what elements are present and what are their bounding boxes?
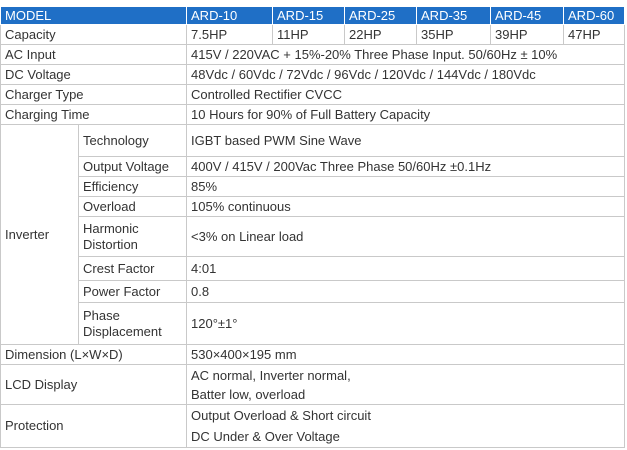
table-row: Phase Displacement 120°±1° (1, 302, 626, 345)
capacity-value: 7.5HP (186, 24, 274, 45)
table-row: Capacity 7.5HP 11HP 22HP 35HP 39HP 47HP (0, 24, 626, 45)
row-value: 85% (186, 176, 626, 197)
header-cell: ARD-45 (490, 6, 565, 25)
table-row: Harmonic Distortion <3% on Linear load (1, 216, 626, 257)
table-row: Crest Factor 4:01 (1, 256, 626, 281)
row-value: 415V / 220VAC + 15%-20% Three Phase Inpu… (186, 44, 626, 65)
row-value: <3% on Linear load (186, 216, 626, 257)
table-row: Efficiency 85% (1, 176, 626, 197)
table-row: AC Input 415V / 220VAC + 15%-20% Three Ph… (0, 44, 626, 65)
value-line: Batter low, overload (191, 386, 306, 402)
row-value: 120°±1° (186, 302, 626, 345)
header-cell: ARD-10 (186, 6, 274, 25)
row-value: AC normal, Inverter normal, Batter low, o… (186, 364, 626, 405)
row-label: Charger Type (0, 84, 188, 105)
row-value: IGBT based PWM Sine Wave (186, 124, 626, 157)
value-line: Output Overload & Short circuit (191, 408, 371, 423)
row-value: Controlled Rectifier CVCC (186, 84, 626, 105)
header-cell: MODEL (0, 6, 188, 25)
table-row: Protection Output Overload & Short circui… (0, 404, 626, 448)
table-row: Power Factor 0.8 (1, 280, 626, 303)
row-value: 10 Hours for 90% of Full Battery Capacit… (186, 104, 626, 125)
sub-label: Overload (77, 196, 188, 217)
sub-label: Power Factor (77, 280, 188, 303)
header-cell: ARD-60 (563, 6, 626, 25)
table-row: Overload 105% continuous (1, 196, 626, 217)
row-value: 105% continuous (186, 196, 626, 217)
row-label: Protection (0, 404, 188, 448)
row-value: 0.8 (186, 280, 626, 303)
table-row: Dimension (L×W×D) 530×400×195 mm (0, 344, 626, 365)
sub-label: Output Voltage (77, 156, 188, 177)
header-cell: ARD-35 (416, 6, 492, 25)
value-line: DC Under & Over Voltage (191, 429, 340, 444)
table-row: Charging Time 10 Hours for 90% of Full Ba… (0, 104, 626, 125)
table-row: LCD Display AC normal, Inverter normal, Ba… (0, 364, 626, 405)
row-label: Dimension (L×W×D) (0, 344, 188, 365)
row-value: 48Vdc / 60Vdc / 72Vdc / 96Vdc / 120Vdc /… (186, 64, 626, 85)
value-line: AC normal, Inverter normal, (191, 367, 351, 383)
group-label: Inverter (0, 124, 79, 345)
spec-table: MODEL ARD-10 ARD-15 ARD-25 ARD-35 ARD-45 ARD-6… (0, 6, 626, 448)
value-line: 530×400×195 mm (191, 347, 297, 362)
row-value: 400V / 415V / 200Vac Three Phase 50/60Hz… (186, 156, 626, 177)
table-row: Inverter Technology IGBT based PWM Sine Wa… (0, 124, 626, 345)
row-label: Charging Time (0, 104, 188, 125)
capacity-value: 47HP (563, 24, 626, 45)
capacity-value: 39HP (490, 24, 565, 45)
table-row: Charger Type Controlled Rectifier CVCC (0, 84, 626, 105)
sub-label: Harmonic Distortion (77, 216, 188, 257)
table-row: Output Voltage 400V / 415V / 200Vac Three… (1, 156, 626, 177)
capacity-value: 22HP (344, 24, 418, 45)
row-label: DC Voltage (0, 64, 188, 85)
row-value: 4:01 (186, 256, 626, 281)
sub-label: Crest Factor (77, 256, 188, 281)
table-row: MODEL ARD-10 ARD-15 ARD-25 ARD-35 ARD-45 ARD-6… (0, 6, 626, 25)
sub-label: Efficiency (77, 176, 188, 197)
sub-label: Phase Displacement (77, 302, 188, 345)
row-label: LCD Display (0, 364, 188, 405)
header-cell: ARD-15 (272, 6, 346, 25)
sub-label: Technology (77, 124, 188, 157)
row-label: AC Input (0, 44, 188, 65)
capacity-value: 35HP (416, 24, 492, 45)
row-value: Output Overload & Short circuit DC Under … (186, 404, 626, 448)
capacity-value: 11HP (272, 24, 346, 45)
row-value: 530×400×195 mm (186, 344, 626, 365)
header-cell: ARD-25 (344, 6, 418, 25)
table-row: DC Voltage 48Vdc / 60Vdc / 72Vdc / 96Vdc … (0, 64, 626, 85)
row-label: Capacity (0, 24, 188, 45)
